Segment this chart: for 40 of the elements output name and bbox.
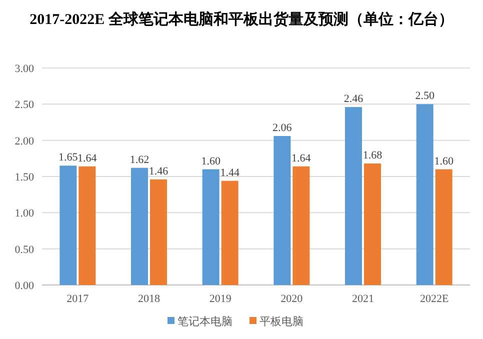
data-label: 1.60: [201, 155, 221, 168]
bar: [274, 136, 291, 285]
bar: [221, 180, 238, 285]
data-label: 1.46: [148, 165, 169, 178]
y-tick-label: 2.50: [14, 99, 34, 112]
bar: [364, 163, 381, 285]
chart-title: 2017-2022E 全球笔记本电脑和平板出货量及预测（单位：亿台）: [30, 10, 454, 28]
x-tick-label: 2018: [138, 293, 160, 305]
data-label: 1.60: [434, 155, 454, 168]
y-tick-label: 1.50: [14, 172, 34, 184]
x-tick-label: 2021: [352, 293, 374, 305]
y-tick-label: 3.00: [14, 63, 34, 75]
y-tick-label: 0.50: [14, 244, 34, 256]
bar: [292, 166, 310, 285]
data-label: 2.50: [415, 90, 435, 102]
bar: [202, 169, 220, 285]
y-tick-label: 0.00: [14, 280, 34, 292]
legend-label: 笔记本电脑: [178, 315, 232, 328]
data-label: 1.65: [58, 152, 78, 164]
bar: [435, 169, 452, 285]
data-label: 1.64: [292, 152, 312, 164]
y-tick-label: 1.00: [14, 208, 34, 220]
x-tick-label: 2017: [66, 293, 90, 305]
data-label: 1.44: [220, 166, 240, 179]
data-label: 2.06: [272, 122, 292, 134]
x-tick-label: 2020: [280, 293, 304, 305]
bar: [131, 168, 148, 285]
bar: [150, 179, 167, 285]
bar: [78, 166, 96, 285]
bar: [416, 104, 434, 285]
data-label: 1.62: [130, 154, 150, 166]
legend-label: 平板电脑: [260, 315, 304, 328]
bar: [345, 107, 362, 285]
data-label: 2.46: [344, 93, 364, 106]
data-label: 1.64: [78, 152, 98, 164]
data-label: 1.68: [362, 149, 383, 162]
y-tick-label: 2.00: [14, 135, 34, 148]
x-tick-label: 2022E: [420, 293, 449, 305]
bar: [60, 166, 77, 285]
x-tick-label: 2019: [209, 293, 232, 305]
